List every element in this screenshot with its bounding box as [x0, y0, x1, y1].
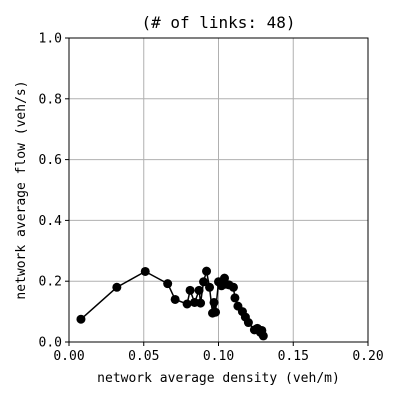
- series-layer: [76, 266, 268, 341]
- x-tick-label: 0.00: [53, 349, 84, 364]
- data-point: [170, 294, 180, 304]
- y-tick-label: 0.2: [39, 275, 62, 290]
- data-point: [211, 307, 221, 317]
- y-tick-label: 1.0: [39, 32, 62, 47]
- data-point: [202, 266, 212, 276]
- data-point: [112, 282, 122, 292]
- y-tick-label: 0.4: [39, 214, 63, 229]
- x-axis-label: network average density (veh/m): [97, 371, 340, 386]
- y-axis-label: network average flow (veh/s): [14, 80, 29, 299]
- x-tick-label: 0.20: [352, 349, 383, 364]
- data-point: [185, 285, 195, 295]
- tick-layer: 0.00 0.05 0.10 0.15 0.20 0.0 0.2 0.4 0.6 0.8 1.0: [39, 32, 384, 365]
- data-point: [258, 331, 268, 341]
- data-point: [76, 314, 86, 324]
- y-tick-label: 0.8: [39, 92, 62, 107]
- data-point: [140, 266, 150, 276]
- y-tick-label: 0.6: [39, 153, 62, 168]
- x-tick-label: 0.05: [128, 349, 159, 364]
- data-point: [196, 298, 206, 308]
- chart-title: (# of links: 48): [141, 13, 295, 32]
- data-point: [182, 299, 192, 309]
- x-tick-label: 0.10: [203, 349, 234, 364]
- data-point: [243, 318, 253, 328]
- data-point: [205, 282, 215, 292]
- data-point: [230, 293, 240, 303]
- data-point: [163, 279, 173, 289]
- x-tick-label: 0.15: [278, 349, 309, 364]
- data-point: [228, 282, 238, 292]
- data-point: [209, 297, 219, 307]
- y-tick-label: 0.0: [39, 336, 62, 351]
- data-point: [194, 285, 204, 295]
- data-point: [199, 277, 209, 287]
